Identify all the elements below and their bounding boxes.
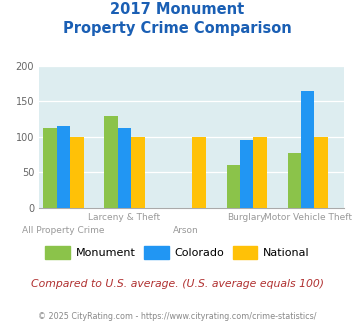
Text: Property Crime Comparison: Property Crime Comparison: [63, 21, 292, 36]
Bar: [315, 137, 328, 208]
Bar: [70, 137, 84, 208]
Bar: [226, 165, 240, 208]
Text: Motor Vehicle Theft: Motor Vehicle Theft: [264, 213, 352, 222]
Bar: [104, 116, 118, 208]
Bar: [192, 137, 206, 208]
Text: Larceny & Theft: Larceny & Theft: [88, 213, 160, 222]
Text: Burglary: Burglary: [228, 213, 266, 222]
Text: 2017 Monument: 2017 Monument: [110, 2, 245, 16]
Text: Compared to U.S. average. (U.S. average equals 100): Compared to U.S. average. (U.S. average …: [31, 279, 324, 289]
Text: Arson: Arson: [173, 226, 198, 235]
Bar: [118, 128, 131, 208]
Text: All Property Crime: All Property Crime: [22, 226, 105, 235]
Legend: Monument, Colorado, National: Monument, Colorado, National: [41, 242, 314, 263]
Text: © 2025 CityRating.com - https://www.cityrating.com/crime-statistics/: © 2025 CityRating.com - https://www.city…: [38, 312, 317, 321]
Bar: [253, 137, 267, 208]
Bar: [240, 141, 253, 208]
Bar: [57, 126, 70, 208]
Bar: [288, 153, 301, 208]
Bar: [131, 137, 145, 208]
Bar: [301, 91, 315, 208]
Bar: [43, 128, 57, 208]
